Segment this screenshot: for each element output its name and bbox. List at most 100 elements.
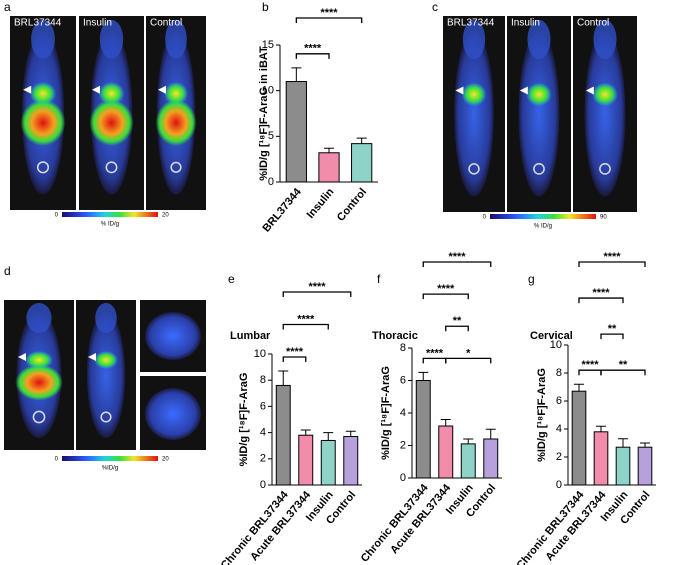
bar (483, 438, 499, 479)
y-tick-label: 2 (556, 451, 562, 463)
colorbar-unit: %ID/g (102, 466, 118, 472)
bar (285, 81, 307, 183)
image-label: BRL37344 (447, 18, 495, 29)
pet-bladder (105, 161, 118, 174)
bar (615, 446, 631, 486)
bar (298, 434, 314, 486)
pet-hotspot (592, 82, 618, 107)
y-tick-label: 0 (556, 479, 562, 491)
y-tick-label: 0 (268, 176, 274, 188)
bar (320, 439, 336, 486)
image-label: Insulin (83, 18, 112, 29)
panel-letter: g (528, 272, 535, 286)
arrow-marker (585, 86, 594, 95)
pet-hotspot (461, 82, 487, 107)
bar (343, 436, 359, 486)
pet-head (99, 19, 124, 59)
y-tick-label: 6 (260, 400, 266, 412)
region-label: Lumbar (230, 330, 271, 342)
significance-bracket (600, 333, 624, 340)
error-bar (291, 67, 302, 82)
y-axis-label: %ID/g [¹⁸F]F-AraG in iBAT (258, 46, 270, 181)
error-bar (574, 383, 584, 392)
significance-bracket (282, 291, 352, 297)
significance-label: **** (437, 283, 455, 295)
y-tick-label: 4 (400, 407, 406, 419)
error-bar (618, 438, 628, 448)
error-bar (440, 419, 451, 426)
y-tick-label: 8 (556, 367, 562, 379)
pet-head (26, 303, 52, 333)
arrow-marker (88, 353, 96, 361)
x-tick-label: BRL37344 (260, 185, 304, 234)
significance-bracket (295, 17, 363, 23)
pet-head (31, 19, 55, 59)
error-bar (356, 137, 367, 144)
pet-head (527, 19, 551, 60)
significance-label: **** (448, 251, 466, 263)
panel-letter: e (228, 272, 235, 286)
error-bar (278, 370, 289, 386)
pet-hotspot (15, 364, 63, 401)
significance-bracket (600, 369, 646, 376)
arrow-marker (158, 85, 166, 94)
y-axis-label: %ID/g [¹⁸F]F-AraG (380, 366, 392, 460)
region-label: Cervical (530, 330, 573, 342)
colorbar (62, 456, 158, 461)
bar (318, 152, 340, 183)
y-tick-label: 2 (260, 453, 266, 465)
error-bar (485, 428, 496, 439)
pet-head (165, 19, 187, 59)
y-tick-label: 0 (400, 472, 406, 484)
bar (637, 446, 653, 486)
error-bar (418, 371, 429, 381)
pet-body (518, 31, 560, 197)
pet-body (584, 31, 626, 197)
pet-hotspot (98, 81, 125, 106)
colorbar-max: 20 (162, 457, 169, 463)
panel-letter: a (4, 0, 11, 14)
pet-head (593, 19, 617, 60)
arrow-marker (92, 85, 100, 94)
pet-body (454, 31, 494, 197)
significance-label: **** (308, 281, 326, 293)
bar (438, 425, 454, 479)
y-tick-label: 6 (556, 395, 562, 407)
y-tick-label: 15 (262, 39, 274, 51)
arrow-marker (455, 86, 464, 95)
image-label: BRL37344 (14, 18, 62, 29)
significance-label: **** (426, 347, 444, 359)
pet-hotspot (526, 82, 552, 107)
pet-hotspot (89, 99, 134, 146)
bar (415, 380, 431, 479)
y-tick-label: 6 (400, 374, 406, 386)
significance-label: ** (453, 315, 462, 327)
pet-hotspot (25, 351, 53, 369)
pet-slice (145, 312, 201, 360)
arrow-marker (18, 353, 26, 361)
y-tick-label: 10 (254, 348, 266, 360)
bar (460, 443, 476, 479)
y-tick-label: 2 (400, 439, 406, 451)
bar (351, 143, 373, 183)
pet-bladder (170, 161, 182, 173)
y-axis-label: %ID/g [¹⁸F]F-AraG (536, 368, 548, 462)
significance-bracket (578, 261, 646, 267)
significance-bracket (578, 297, 624, 304)
pet-hotspot (155, 99, 197, 146)
y-axis-label: %ID/g [¹⁸F]F-AraG (238, 373, 250, 467)
region-label: Thoracic (372, 330, 418, 342)
significance-label: **** (592, 287, 610, 299)
colorbar (62, 212, 158, 217)
colorbar-unit: % ID/g (534, 224, 552, 230)
y-tick-label: 4 (556, 423, 562, 435)
significance-bracket (422, 293, 469, 300)
significance-label: ** (608, 323, 617, 335)
colorbar-min: 0 (483, 215, 487, 221)
y-tick-label: 5 (268, 130, 274, 142)
pet-hotspot (29, 81, 57, 106)
error-bar (323, 432, 334, 441)
panel-letter: b (262, 0, 269, 14)
image-label: Control (150, 18, 182, 29)
